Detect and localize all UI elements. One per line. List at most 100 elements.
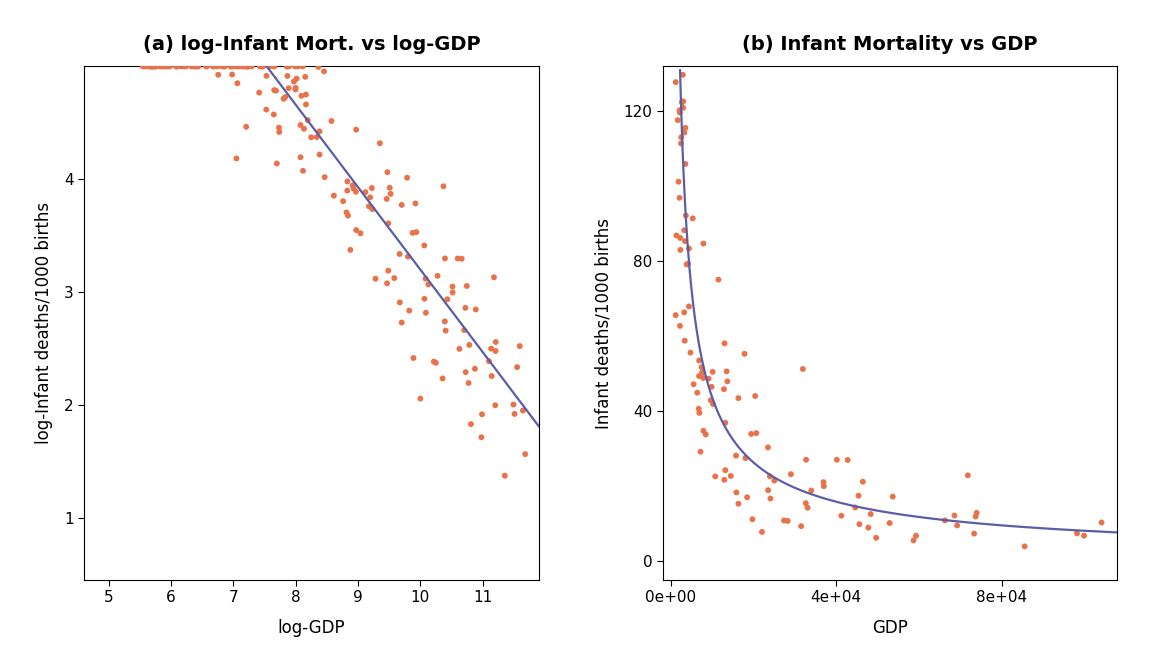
- Point: [417, 307, 435, 318]
- Point: [699, 373, 718, 384]
- Point: [400, 305, 418, 316]
- Point: [209, 69, 227, 80]
- Point: [662, 0, 681, 10]
- Point: [814, 480, 833, 491]
- Point: [160, 61, 179, 72]
- Point: [761, 493, 780, 504]
- Point: [1111, 509, 1129, 520]
- Point: [664, 0, 682, 10]
- Point: [295, 124, 313, 134]
- Point: [385, 273, 403, 284]
- Point: [294, 61, 312, 72]
- Point: [664, 0, 682, 10]
- Point: [485, 272, 503, 283]
- Point: [391, 297, 409, 308]
- Point: [664, 0, 682, 10]
- Point: [688, 387, 706, 398]
- Point: [718, 376, 736, 387]
- Point: [185, 61, 204, 72]
- Point: [676, 48, 695, 59]
- Point: [146, 61, 165, 72]
- Point: [676, 210, 695, 221]
- Point: [802, 485, 820, 496]
- Point: [1015, 541, 1033, 552]
- Point: [742, 429, 760, 439]
- Point: [257, 71, 275, 81]
- Point: [286, 84, 304, 95]
- Point: [214, 61, 233, 72]
- Point: [309, 62, 327, 73]
- Point: [674, 102, 692, 113]
- Point: [690, 407, 708, 418]
- Point: [233, 61, 251, 72]
- Point: [310, 126, 328, 137]
- Point: [415, 240, 433, 251]
- Point: [267, 158, 286, 169]
- Point: [435, 316, 454, 327]
- X-axis label: log-GDP: log-GDP: [278, 620, 346, 637]
- Point: [482, 343, 500, 354]
- Point: [968, 507, 986, 518]
- Point: [381, 188, 400, 199]
- Point: [209, 61, 227, 72]
- Point: [146, 61, 165, 72]
- Point: [237, 122, 256, 132]
- Point: [907, 530, 925, 541]
- Point: [338, 207, 356, 218]
- Point: [176, 61, 195, 72]
- Point: [270, 126, 288, 137]
- Point: [662, 0, 681, 10]
- Point: [665, 39, 683, 50]
- Point: [665, 0, 683, 10]
- Point: [662, 0, 681, 10]
- Point: [237, 61, 256, 72]
- Point: [228, 61, 247, 72]
- Point: [393, 317, 411, 328]
- Point: [665, 0, 683, 10]
- Point: [251, 61, 270, 72]
- Point: [690, 371, 708, 382]
- Point: [676, 122, 695, 133]
- Point: [667, 0, 685, 10]
- Point: [664, 0, 682, 10]
- Point: [450, 343, 469, 354]
- Point: [415, 294, 433, 304]
- Point: [444, 287, 462, 298]
- Point: [691, 446, 710, 457]
- Point: [285, 76, 303, 87]
- Point: [153, 61, 172, 72]
- Point: [253, 61, 272, 72]
- Point: [664, 0, 682, 10]
- Point: [297, 99, 316, 110]
- Point: [673, 45, 691, 56]
- Point: [437, 325, 455, 336]
- Point: [832, 510, 850, 521]
- Point: [156, 61, 174, 72]
- Point: [448, 253, 467, 264]
- Point: [850, 519, 869, 530]
- Point: [356, 187, 374, 198]
- Point: [278, 61, 296, 72]
- Point: [403, 228, 422, 239]
- Point: [240, 61, 258, 72]
- Point: [680, 301, 698, 312]
- Point: [505, 399, 523, 410]
- Point: [662, 0, 681, 10]
- Point: [670, 321, 689, 331]
- Point: [404, 353, 423, 364]
- Point: [230, 61, 249, 72]
- Point: [666, 0, 684, 10]
- Point: [715, 474, 734, 485]
- Point: [391, 249, 409, 259]
- Point: [664, 0, 682, 10]
- Point: [672, 138, 690, 149]
- Point: [669, 0, 688, 10]
- Point: [142, 61, 160, 72]
- Point: [946, 510, 964, 521]
- Point: [965, 528, 984, 539]
- Point: [675, 307, 694, 318]
- Point: [435, 253, 454, 264]
- Point: [675, 127, 694, 138]
- Point: [486, 345, 505, 356]
- Point: [456, 302, 475, 313]
